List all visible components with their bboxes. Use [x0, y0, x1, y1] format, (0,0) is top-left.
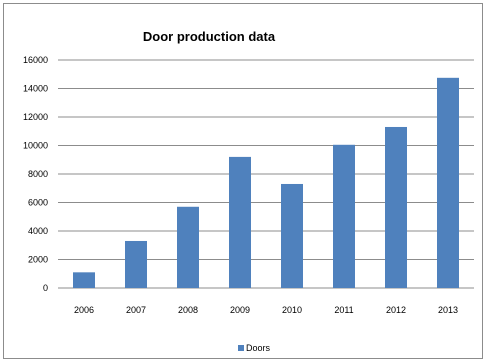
- y-tick-label: 8000: [28, 169, 48, 179]
- chart-frame: Door production data 0 2000 4000 6000 8000 10…: [3, 3, 483, 359]
- y-tick-label: 12000: [23, 112, 48, 122]
- bar-chart: Door production data 0 2000 4000 6000 8000 10…: [23, 29, 474, 353]
- bar-series: [73, 77, 459, 288]
- bar-2011: [333, 144, 355, 288]
- x-tick-label: 2010: [282, 305, 302, 315]
- bar-2010: [281, 183, 303, 288]
- y-tick-label: 14000: [23, 84, 48, 94]
- x-tick-label: 2006: [74, 305, 94, 315]
- bar-2006: [73, 272, 95, 288]
- y-tick-label: 10000: [23, 141, 48, 151]
- bar-2009: [229, 156, 251, 288]
- bar-2012: [385, 126, 407, 288]
- y-axis-tick-labels: 0 2000 4000 6000 8000 10000 12000 14000 16000: [23, 55, 48, 293]
- x-tick-label: 2012: [386, 305, 406, 315]
- y-tick-label: 16000: [23, 55, 48, 65]
- y-tick-label: 4000: [28, 226, 48, 236]
- x-tick-label: 2008: [178, 305, 198, 315]
- x-tick-label: 2007: [126, 305, 146, 315]
- grid-layer: [58, 59, 474, 289]
- x-tick-label: 2009: [230, 305, 250, 315]
- x-tick-label: 2013: [438, 305, 458, 315]
- bar-2007: [125, 240, 147, 288]
- y-tick-label: 6000: [28, 198, 48, 208]
- legend: Doors: [238, 343, 271, 353]
- legend-label-doors: Doors: [246, 343, 271, 353]
- x-tick-label: 2011: [334, 305, 353, 315]
- bar-2013: [437, 77, 459, 288]
- y-tick-label: 2000: [28, 255, 48, 265]
- legend-swatch-doors: [238, 345, 244, 351]
- y-tick-label: 0: [43, 283, 48, 293]
- x-axis-tick-labels: 2006 2007 2008 2009 2010 2011 2012 2013: [74, 305, 458, 315]
- bar-2008: [177, 206, 199, 288]
- chart-title: Door production data: [143, 29, 276, 44]
